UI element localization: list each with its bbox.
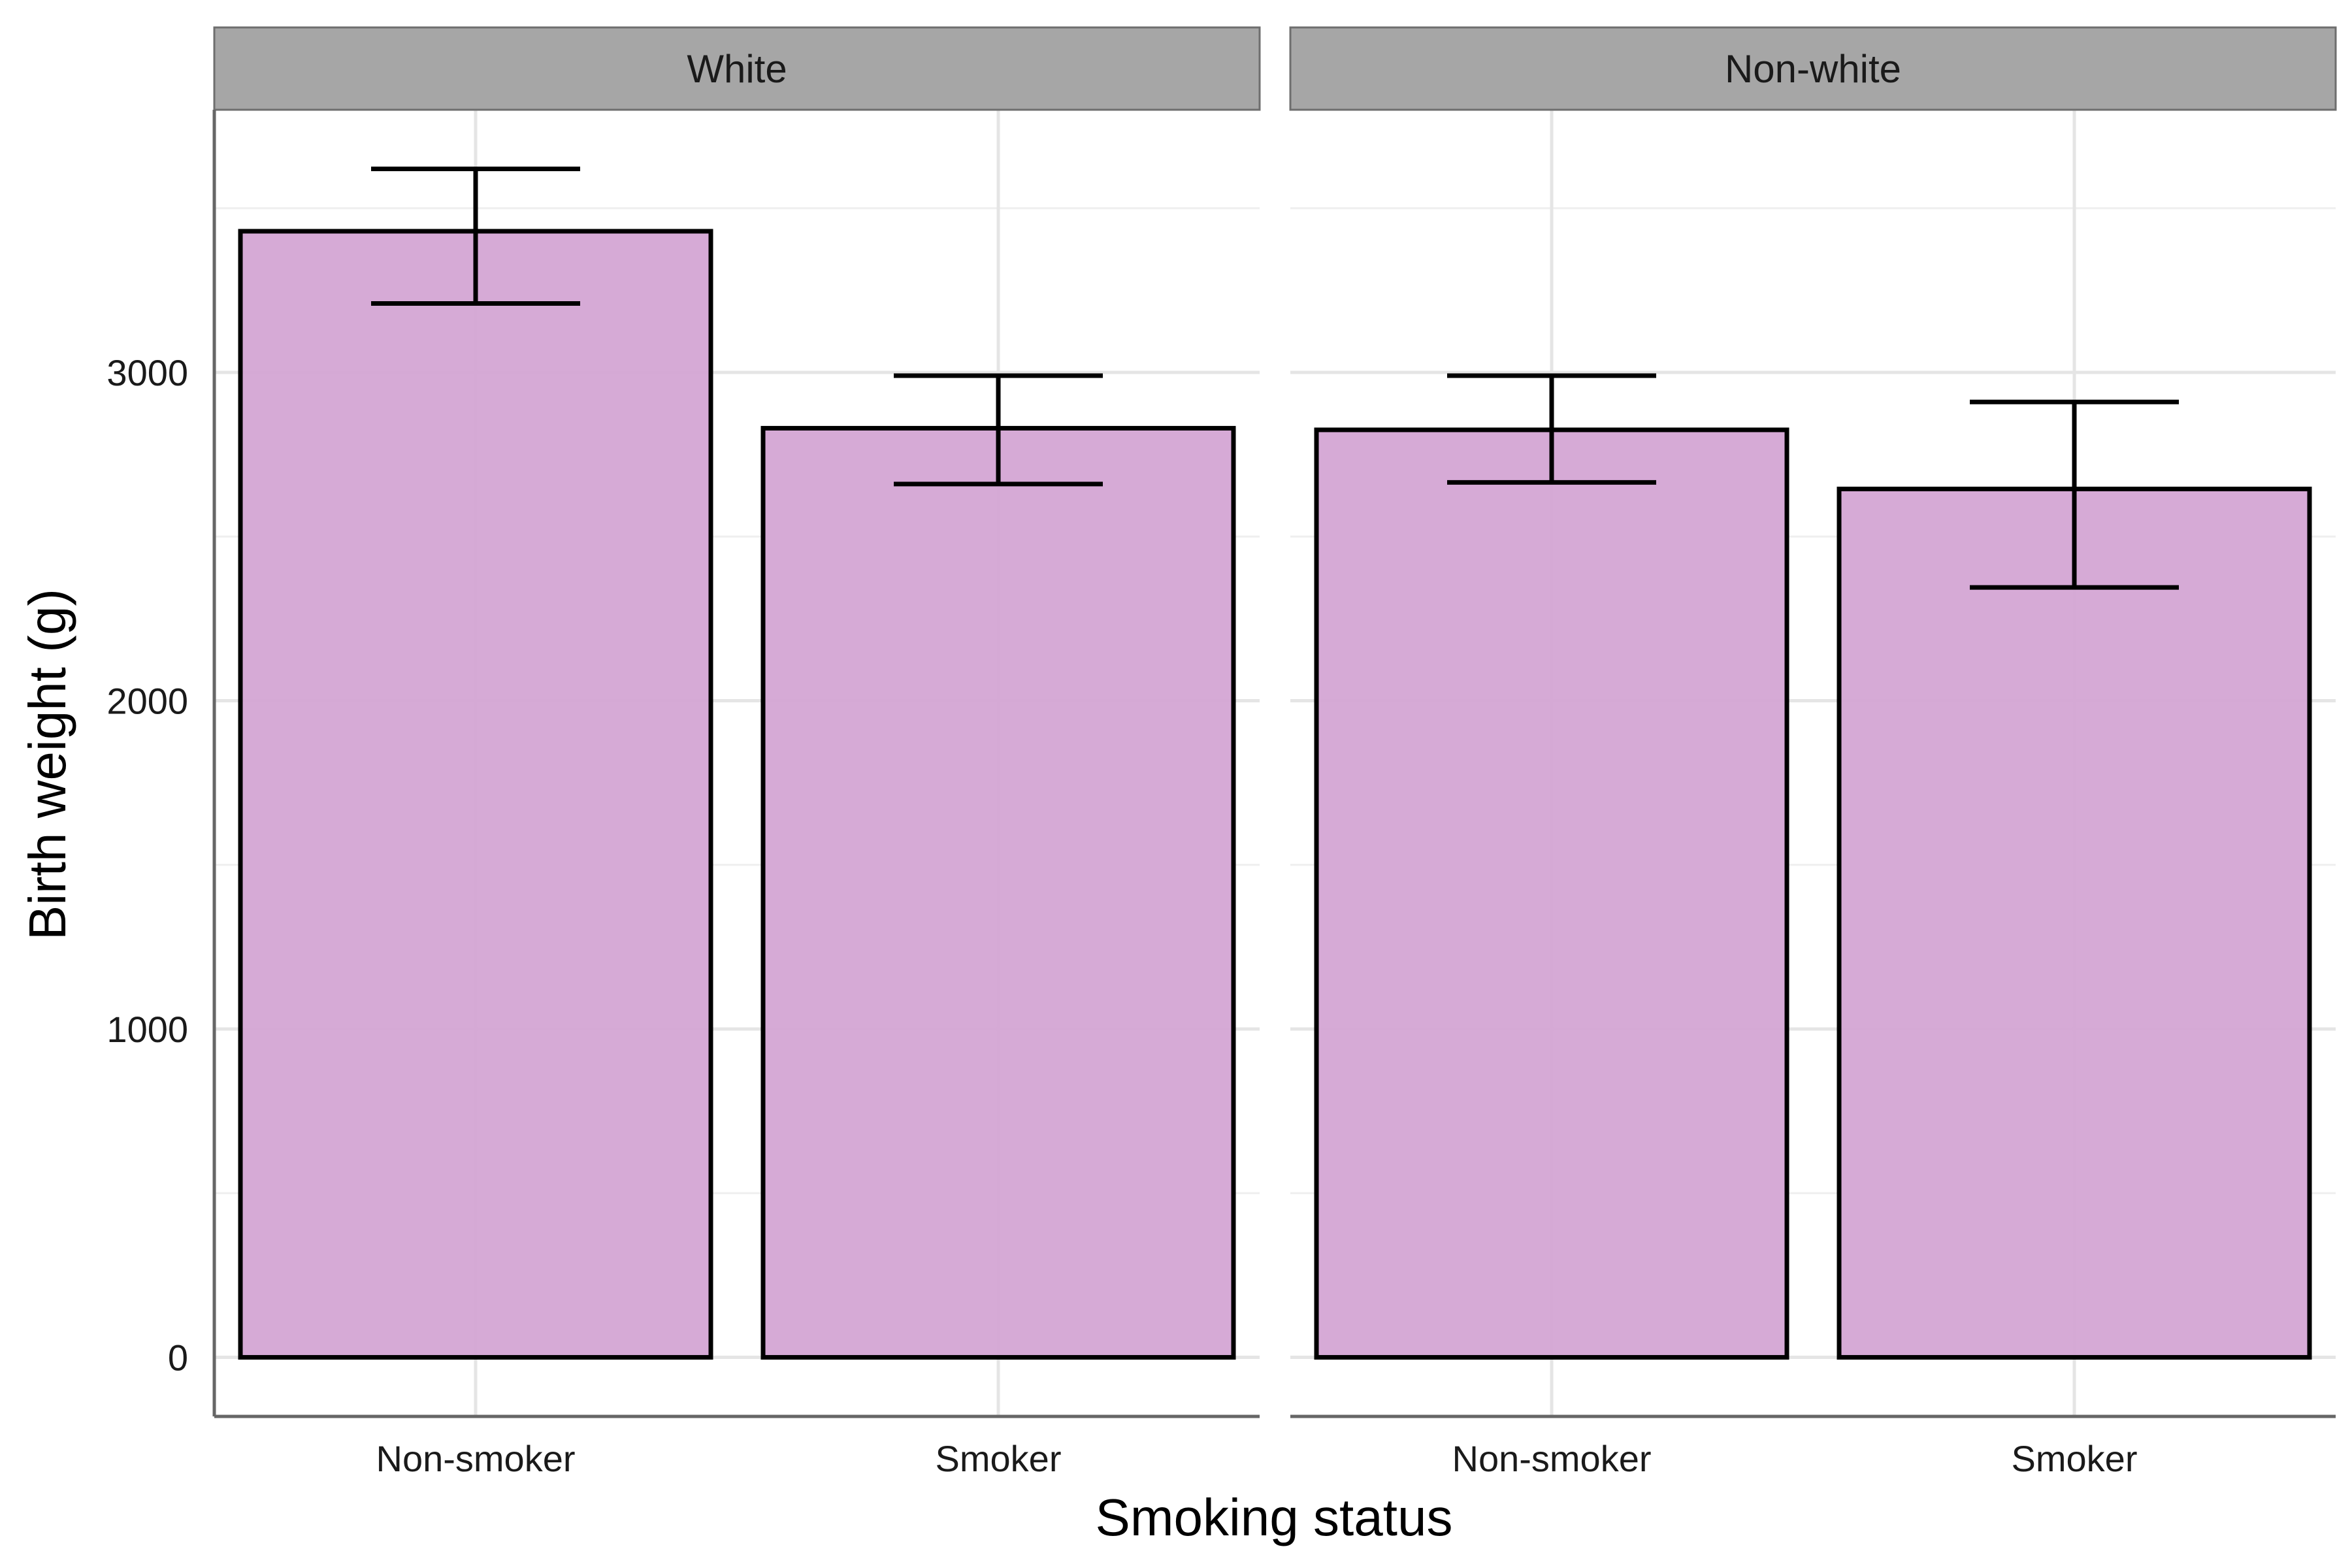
facet-strip-label: White (687, 47, 787, 91)
panel-0: Non-smoker Smoker White (213, 26, 1261, 1479)
x-axis-title: Smoking status (1096, 1488, 1453, 1546)
bar-non-white-smoker (1837, 486, 2312, 1360)
y-tick-label: 3000 (106, 352, 188, 393)
x-tick-label: Non-smoker (1452, 1438, 1652, 1479)
x-tick-label: Smoker (2012, 1438, 2138, 1479)
bar-white-non-smoker (238, 229, 713, 1360)
y-axis: 0 1000 2000 3000 (106, 110, 216, 1416)
bar-white-smoker (760, 425, 1236, 1360)
x-tick-label: Smoker (936, 1438, 1062, 1479)
facet-strip-label: Non-white (1725, 47, 1901, 91)
facet-strip (1289, 26, 2337, 111)
facet-strip (213, 26, 1261, 111)
x-tick-label: Non-smoker (376, 1438, 576, 1479)
y-tick-label: 2000 (106, 681, 188, 722)
y-tick-label: 1000 (106, 1009, 188, 1050)
y-axis-title: Birth weight (g) (18, 589, 76, 940)
y-tick-label: 0 (168, 1337, 188, 1379)
panel-1: Non-smoker Smoker Non-white (1289, 26, 2337, 1479)
bar-non-white-non-smoker (1314, 427, 1789, 1360)
